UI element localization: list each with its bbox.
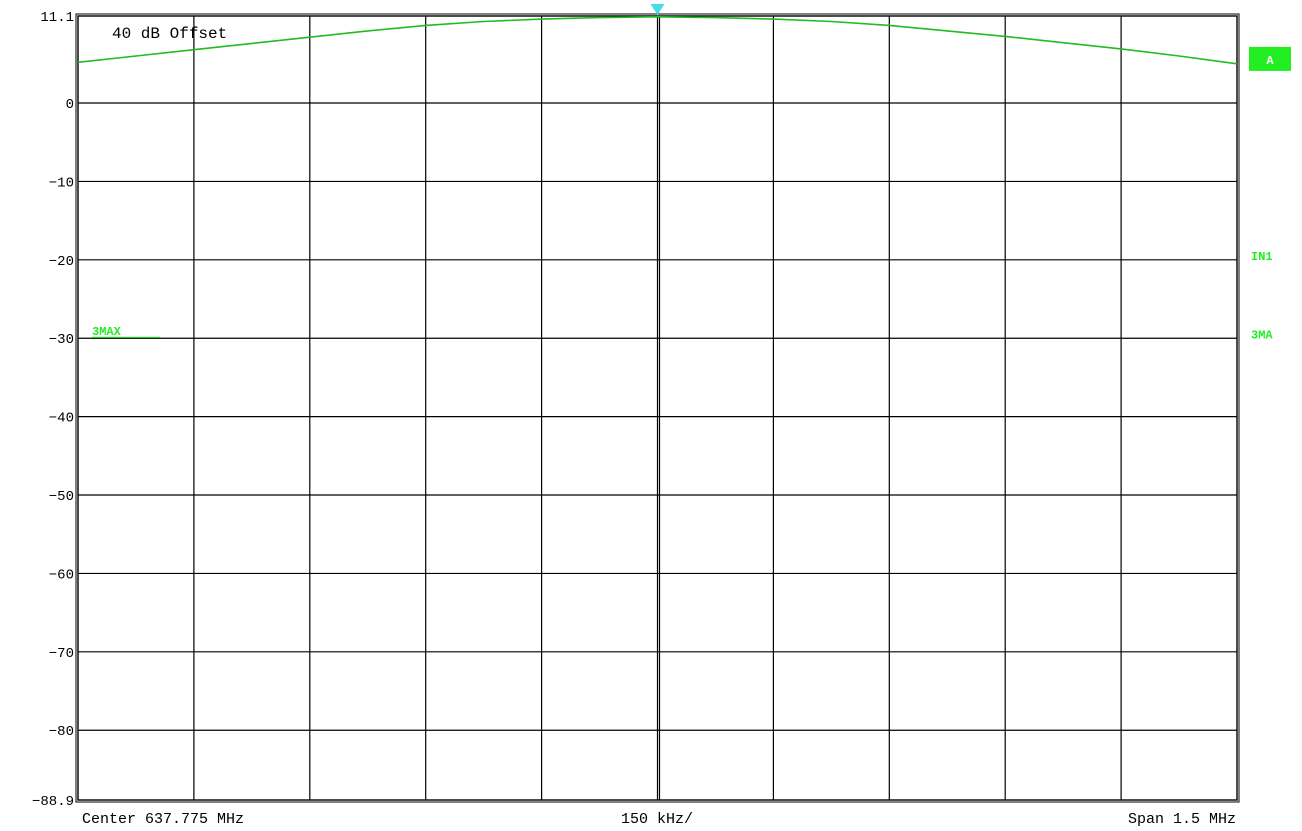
footer-span: Span 1.5 MHz (1128, 811, 1236, 828)
footer-per-div: 150 kHz/ (621, 811, 693, 828)
text-layer: 11.1 0 −10 −20 −30 −40 −50 −60 −70 −80 −88.9 3MAX 40… (32, 10, 1291, 828)
plot-grid (75, 13, 1240, 803)
side-label: 3MA (1251, 328, 1273, 342)
offset-label: 40 dB Offset (112, 25, 227, 43)
y-tick-label: 0 (66, 97, 74, 113)
y-tick-label: −20 (49, 254, 74, 270)
display-line-label: 3MAX (92, 325, 122, 339)
y-tick-label: −88.9 (32, 794, 74, 810)
side-label: IN1 (1251, 250, 1273, 264)
y-tick-label: −40 (49, 411, 74, 427)
trace-line (77, 15, 1238, 65)
side-label: A (1266, 54, 1274, 68)
marker-icon (650, 4, 665, 15)
trace-layer (77, 4, 1238, 65)
y-tick-label: −50 (49, 489, 74, 505)
y-tick-label: −10 (49, 175, 74, 191)
y-tick-label: −60 (49, 567, 74, 583)
side-label-box (1249, 46, 1291, 71)
y-tick-label: −70 (49, 646, 74, 662)
y-tick-label: −30 (49, 332, 74, 348)
y-tick-label: −80 (49, 724, 74, 740)
footer-center: Center 637.775 MHz (82, 811, 244, 828)
y-tick-label: 11.1 (40, 10, 74, 26)
